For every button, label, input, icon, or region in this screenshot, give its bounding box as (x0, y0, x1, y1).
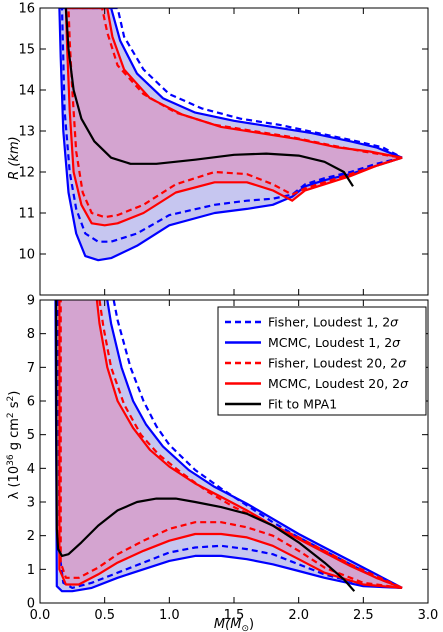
bottom-y-tick-label: 0 (27, 597, 35, 612)
bottom-axis-ticks: 0.0 0.5 1.0 1.5 2.0 2.5 3.0 0 1 2 3 4 5 6 7 8 9 (27, 294, 439, 624)
legend-box (217, 306, 427, 416)
bottom-lower-fisher-loudest-1-2 (57, 300, 403, 589)
top-fill-mcmc-loudest-20-2 (65, 8, 403, 226)
top-y-tick-label: 16 (18, 2, 35, 17)
bottom-y-tick-label: 4 (27, 462, 35, 477)
bottom-x-tick-label: 2.0 (288, 608, 309, 623)
bottom-upper-fisher-loudest-20-2 (98, 300, 403, 589)
bottom-series-group (54, 300, 403, 593)
bottom-lower-mcmc-loudest-1-2 (54, 300, 403, 593)
legend-items: Fisher, Loudest 1, 2σ MCMC, Loudest 1, 2σ… (225, 315, 409, 412)
bottom-fill-mcmc-loudest-20-2 (59, 300, 403, 588)
bottom-x-axis-label: M(M⊙) (214, 617, 254, 632)
bottom-lower-mcmc-loudest-20-2 (58, 300, 403, 589)
bottom-line-fit-to-mpa1 (55, 300, 356, 592)
top-upper-fisher-loudest-1-2 (62, 8, 403, 159)
bottom-upper-mcmc-loudest-20-2 (95, 300, 403, 589)
legend-label: Fisher, Loudest 1, 2σ (268, 315, 399, 330)
top-y-tick-label: 14 (18, 84, 35, 99)
top-y-axis-label: R (km) (7, 136, 22, 180)
bottom-x-tick-label: 3.0 (418, 608, 439, 623)
legend-label: MCMC, Loudest 20, 2σ (268, 376, 409, 391)
bottom-y-tick-label: 6 (27, 395, 35, 410)
top-y-tick-label: 11 (18, 207, 35, 222)
bottom-x-tick-label: 1.5 (224, 608, 245, 623)
top-y-tick-label: 13 (18, 125, 35, 140)
top-y-tick-label: 15 (18, 43, 35, 58)
bottom-y-tick-label: 9 (27, 294, 35, 309)
bottom-panel: 0.0 0.5 1.0 1.5 2.0 2.5 3.0 0 1 2 3 4 5 6 7 8 9 λ (1036 … (6, 294, 438, 632)
bottom-x-tick-label: 0.5 (94, 608, 115, 623)
bottom-y-tick-label: 1 (27, 563, 35, 578)
legend-label: Fit to MPA1 (268, 397, 337, 412)
top-line-fit-to-mpa1 (64, 8, 354, 187)
bottom-y-tick-label: 7 (27, 361, 35, 376)
top-lower-mcmc-loudest-20-2 (64, 8, 403, 227)
top-series-group (58, 8, 403, 262)
bottom-plot-area (54, 300, 403, 593)
bottom-lower-fisher-loudest-20-2 (59, 300, 403, 589)
top-axis-ticks: 10 11 12 13 14 15 16 (18, 2, 429, 295)
top-lower-mcmc-loudest-1-2 (58, 8, 403, 262)
top-upper-fisher-loudest-20-2 (68, 8, 403, 159)
legend-label: MCMC, Loudest 1, 2σ (268, 335, 401, 350)
bottom-y-axis-label: λ (1036 g cm2 s2) (6, 391, 22, 500)
bottom-x-tick-label: 0.0 (30, 608, 51, 623)
top-y-tick-label: 10 (18, 248, 35, 263)
top-y-tick-label: 12 (18, 166, 35, 181)
bottom-y-tick-label: 2 (27, 529, 35, 544)
bottom-upper-mcmc-loudest-1-2 (106, 300, 403, 589)
top-lower-fisher-loudest-1-2 (60, 8, 403, 243)
bottom-y-tick-label: 3 (27, 496, 35, 511)
bottom-y-tick-label: 5 (27, 428, 35, 443)
top-panel: 10 11 12 13 14 15 16 R (km) (7, 2, 429, 296)
bottom-y-tick-label: 8 (27, 327, 35, 342)
bottom-x-tick-label: 1.0 (159, 608, 180, 623)
legend: Fisher, Loudest 1, 2σ MCMC, Loudest 1, 2σ… (217, 306, 427, 416)
top-upper-mcmc-loudest-1-2 (59, 8, 403, 159)
bottom-x-tick-label: 2.5 (353, 608, 374, 623)
top-lower-fisher-loudest-20-2 (67, 8, 403, 219)
legend-label: Fisher, Loudest 20, 2σ (268, 356, 407, 371)
top-plot-area (58, 8, 403, 262)
